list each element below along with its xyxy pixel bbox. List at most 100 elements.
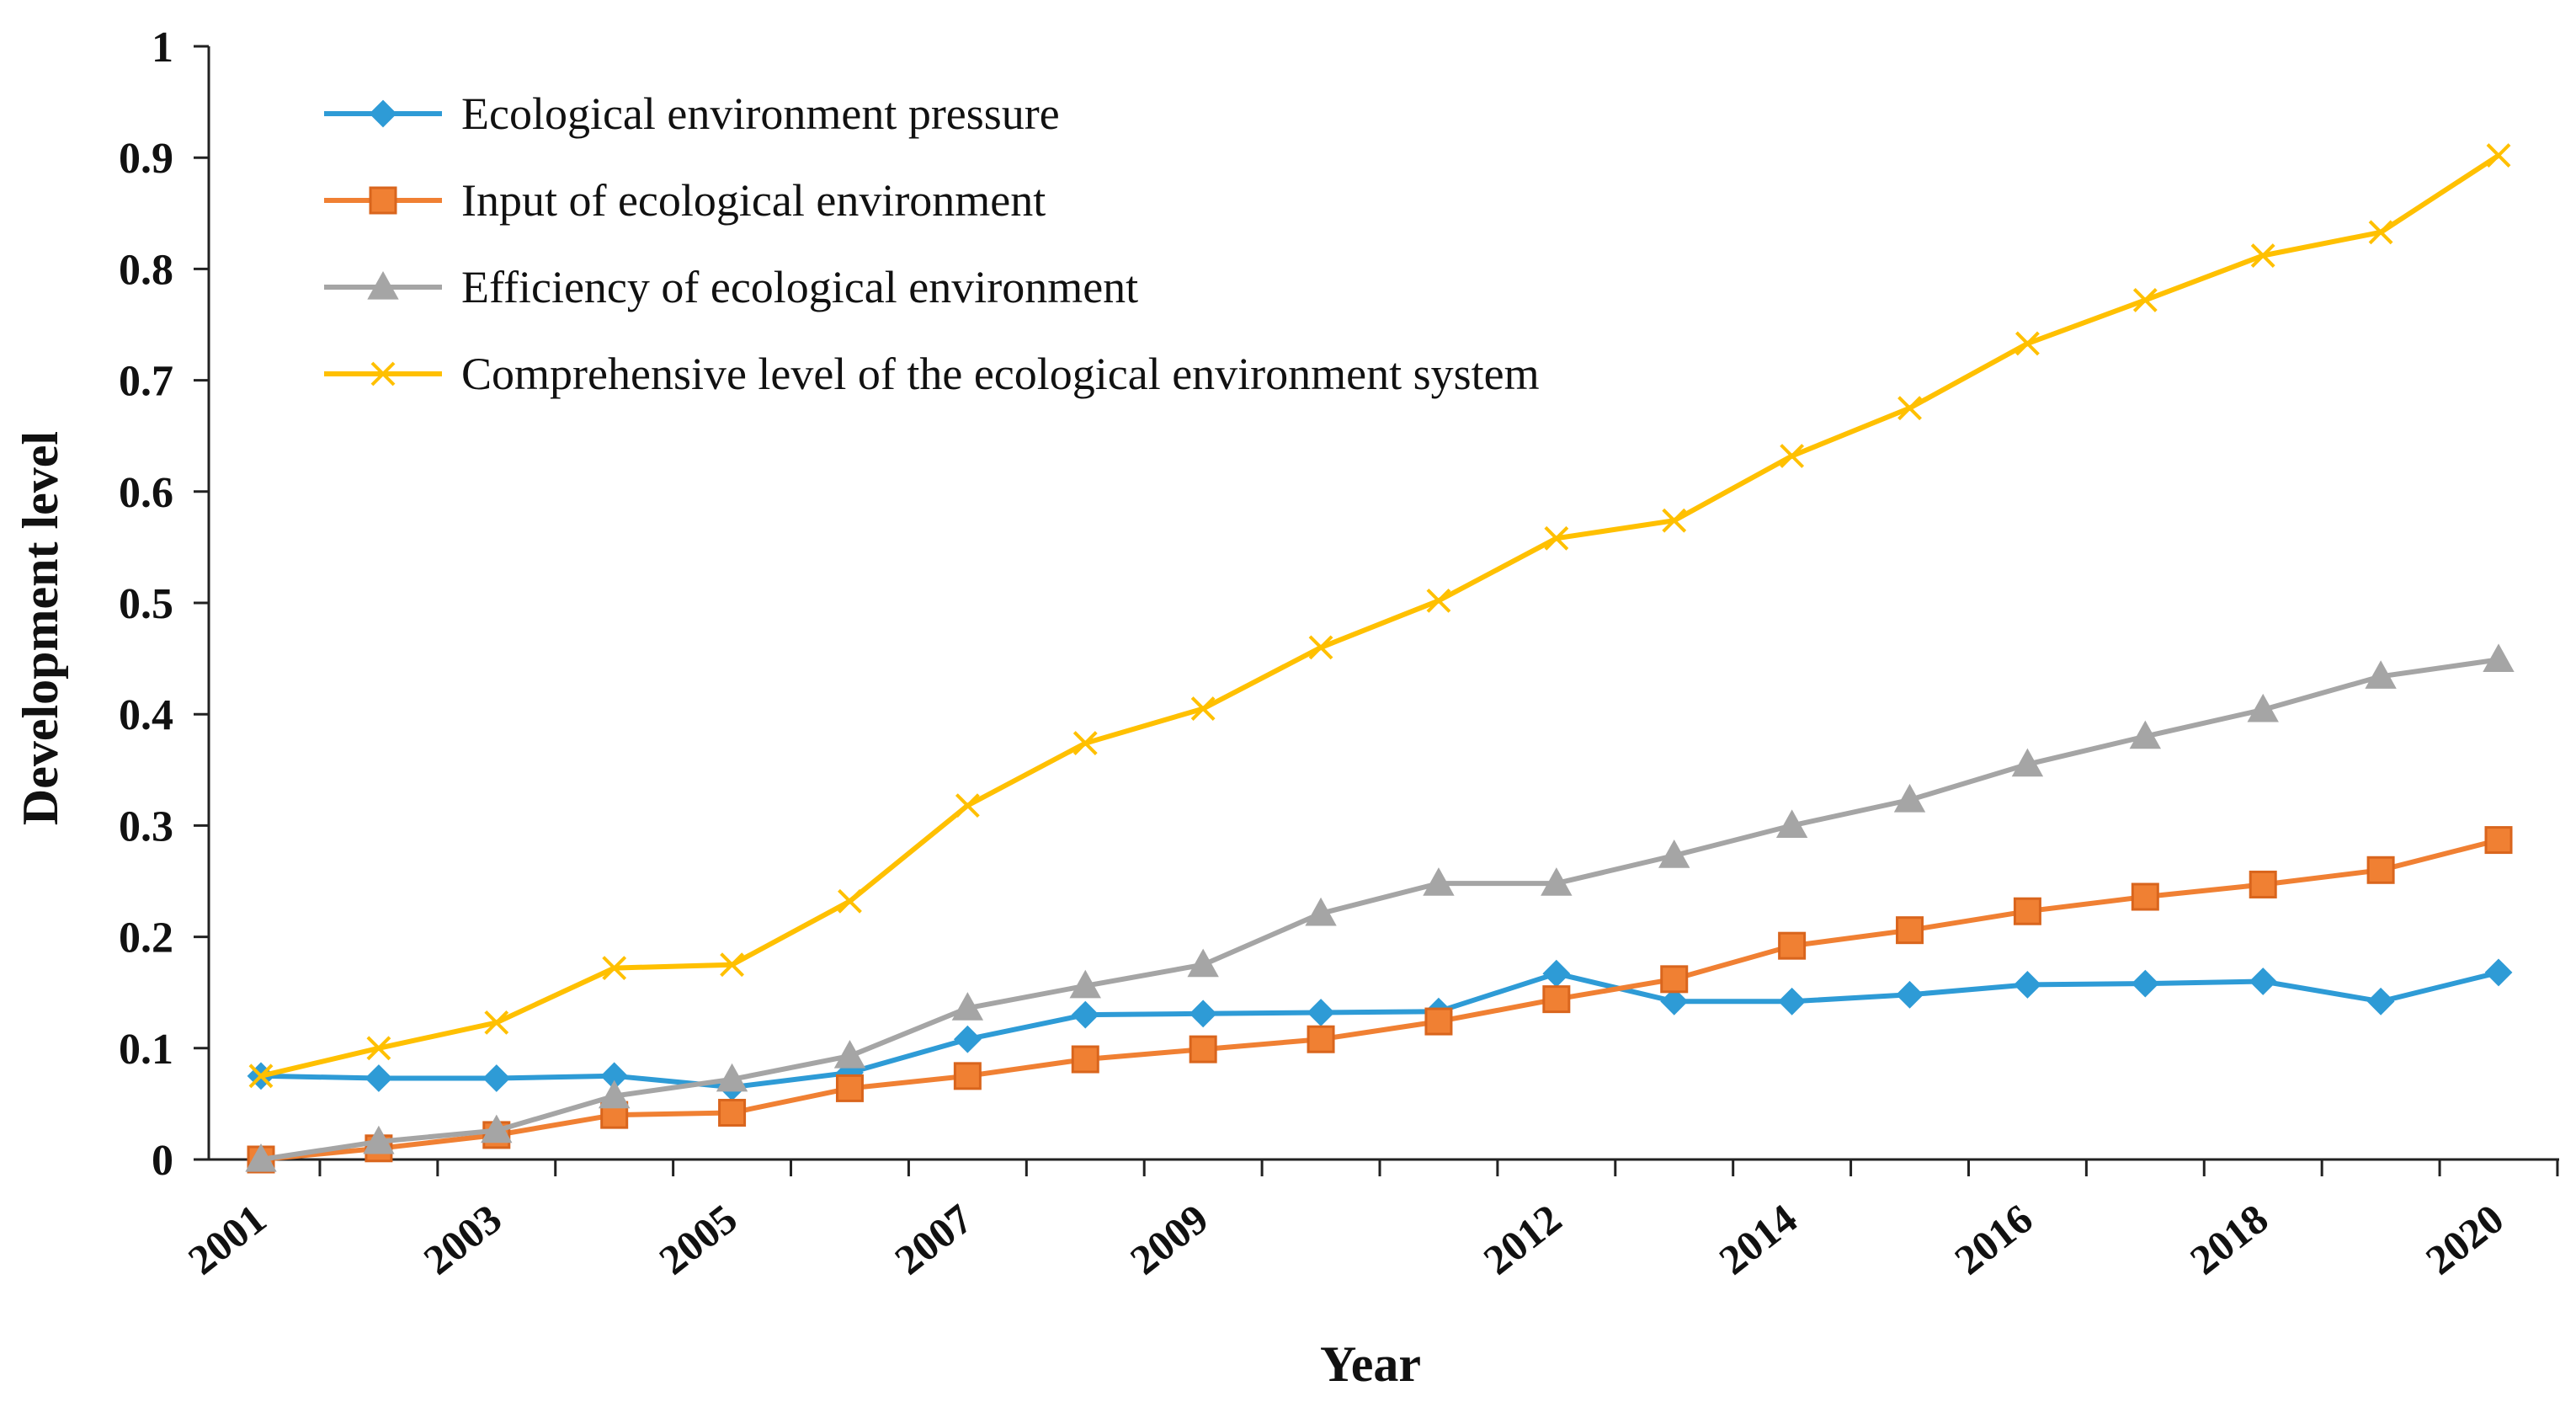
data-point — [1424, 1007, 1453, 1036]
data-point — [1072, 731, 1098, 755]
legend-item: Input of ecological environment — [324, 175, 1046, 226]
data-point — [1189, 1000, 1217, 1028]
y-tick-label: 0.6 — [119, 469, 173, 517]
x-tick-label: 2003 — [415, 1195, 510, 1284]
data-point — [1308, 635, 1333, 660]
data-point — [720, 952, 744, 978]
series-4 — [248, 143, 2511, 1089]
data-point — [1307, 1025, 1335, 1053]
data-point — [481, 1114, 513, 1143]
series-line — [260, 657, 2499, 1162]
y-tick-label: 0.9 — [119, 135, 173, 183]
data-point — [1775, 809, 1808, 838]
data-point — [2013, 897, 2041, 925]
data-point — [248, 1063, 274, 1089]
legend-item: Comprehensive level of the ecological en… — [324, 349, 1540, 399]
data-point — [718, 1098, 747, 1127]
series-layer — [245, 143, 2515, 1174]
data-point — [2011, 748, 2044, 777]
data-point — [366, 1036, 391, 1061]
data-point — [1896, 980, 1924, 1009]
data-point — [1662, 508, 1687, 533]
data-point — [1541, 867, 1573, 896]
data-point — [1189, 1035, 1217, 1063]
data-point — [2250, 243, 2275, 268]
data-point — [1778, 987, 1807, 1016]
data-point — [2486, 143, 2511, 168]
y-tick-label: 0.3 — [119, 802, 173, 850]
data-point — [838, 888, 862, 914]
data-point — [2247, 693, 2279, 722]
y-tick-label: 0.1 — [119, 1026, 173, 1074]
data-point — [1897, 396, 1922, 421]
series-2 — [247, 826, 2513, 1174]
x-tick-label: 2014 — [1711, 1195, 1806, 1284]
x-tick-label: 2001 — [179, 1195, 274, 1284]
y-tick-label: 0.2 — [119, 914, 173, 962]
data-point — [2132, 288, 2158, 312]
y-tick-label: 0 — [152, 1137, 173, 1185]
data-point — [2249, 968, 2277, 995]
legend-marker — [369, 186, 397, 215]
y-tick-label: 0.7 — [119, 358, 173, 406]
data-point — [1893, 783, 1926, 813]
y-axis-title: Development level — [13, 431, 68, 825]
x-tick-label: 2020 — [2417, 1195, 2512, 1284]
y-tick-label: 0.8 — [119, 246, 173, 294]
data-point — [484, 1010, 509, 1035]
data-point — [482, 1064, 511, 1092]
data-point — [2129, 720, 2162, 749]
data-point — [1896, 916, 1924, 945]
data-point — [2366, 856, 2395, 884]
series-line — [260, 969, 2499, 1090]
data-point — [2365, 660, 2397, 689]
y-tick-label: 0.4 — [119, 691, 173, 739]
data-point — [2131, 882, 2159, 911]
x-tick-label: 2009 — [1121, 1195, 1216, 1284]
data-point — [1426, 588, 1451, 613]
data-point — [1542, 985, 1571, 1014]
x-tick-label: 2012 — [1475, 1195, 1570, 1284]
data-point — [1190, 696, 1216, 722]
data-point — [1307, 999, 1335, 1026]
data-point — [953, 1062, 982, 1090]
x-axis-title: Year — [1320, 1336, 1421, 1392]
y-tick-label: 0.5 — [119, 580, 173, 628]
legend-label: Input of ecological environment — [461, 175, 1046, 226]
legend-label: Ecological environment pressure — [461, 88, 1060, 139]
legend-marker — [370, 361, 396, 386]
y-tick-label: 1 — [152, 24, 173, 72]
series-1 — [247, 958, 2513, 1101]
x-tick-label: 2005 — [650, 1195, 745, 1284]
data-point — [1305, 897, 1337, 926]
data-point — [955, 793, 980, 818]
data-point — [1071, 1000, 1099, 1029]
data-point — [1660, 965, 1689, 994]
data-point — [1544, 525, 1569, 551]
data-point — [2366, 987, 2395, 1016]
x-tick-label: 2007 — [886, 1195, 981, 1284]
data-point — [953, 1025, 982, 1053]
data-point — [1069, 969, 1101, 999]
legend-label: Efficiency of ecological environment — [461, 262, 1138, 312]
data-point — [245, 1143, 277, 1172]
data-point — [951, 992, 984, 1021]
x-tick-label: 2016 — [1945, 1195, 2041, 1284]
data-point — [2015, 331, 2040, 356]
data-point — [2249, 870, 2277, 898]
legend-marker — [367, 270, 399, 300]
data-point — [2131, 969, 2159, 998]
legend: Ecological environment pressure Input of … — [324, 88, 1540, 399]
data-point — [1542, 959, 1571, 988]
data-point — [365, 1064, 393, 1092]
data-point — [835, 1074, 864, 1102]
legend-item: Efficiency of ecological environment — [324, 262, 1138, 312]
legend-marker — [369, 99, 397, 128]
data-point — [1780, 444, 1805, 468]
data-point — [1660, 987, 1689, 1016]
data-point — [833, 1039, 866, 1069]
data-point — [2483, 643, 2515, 673]
data-point — [1778, 931, 1807, 960]
